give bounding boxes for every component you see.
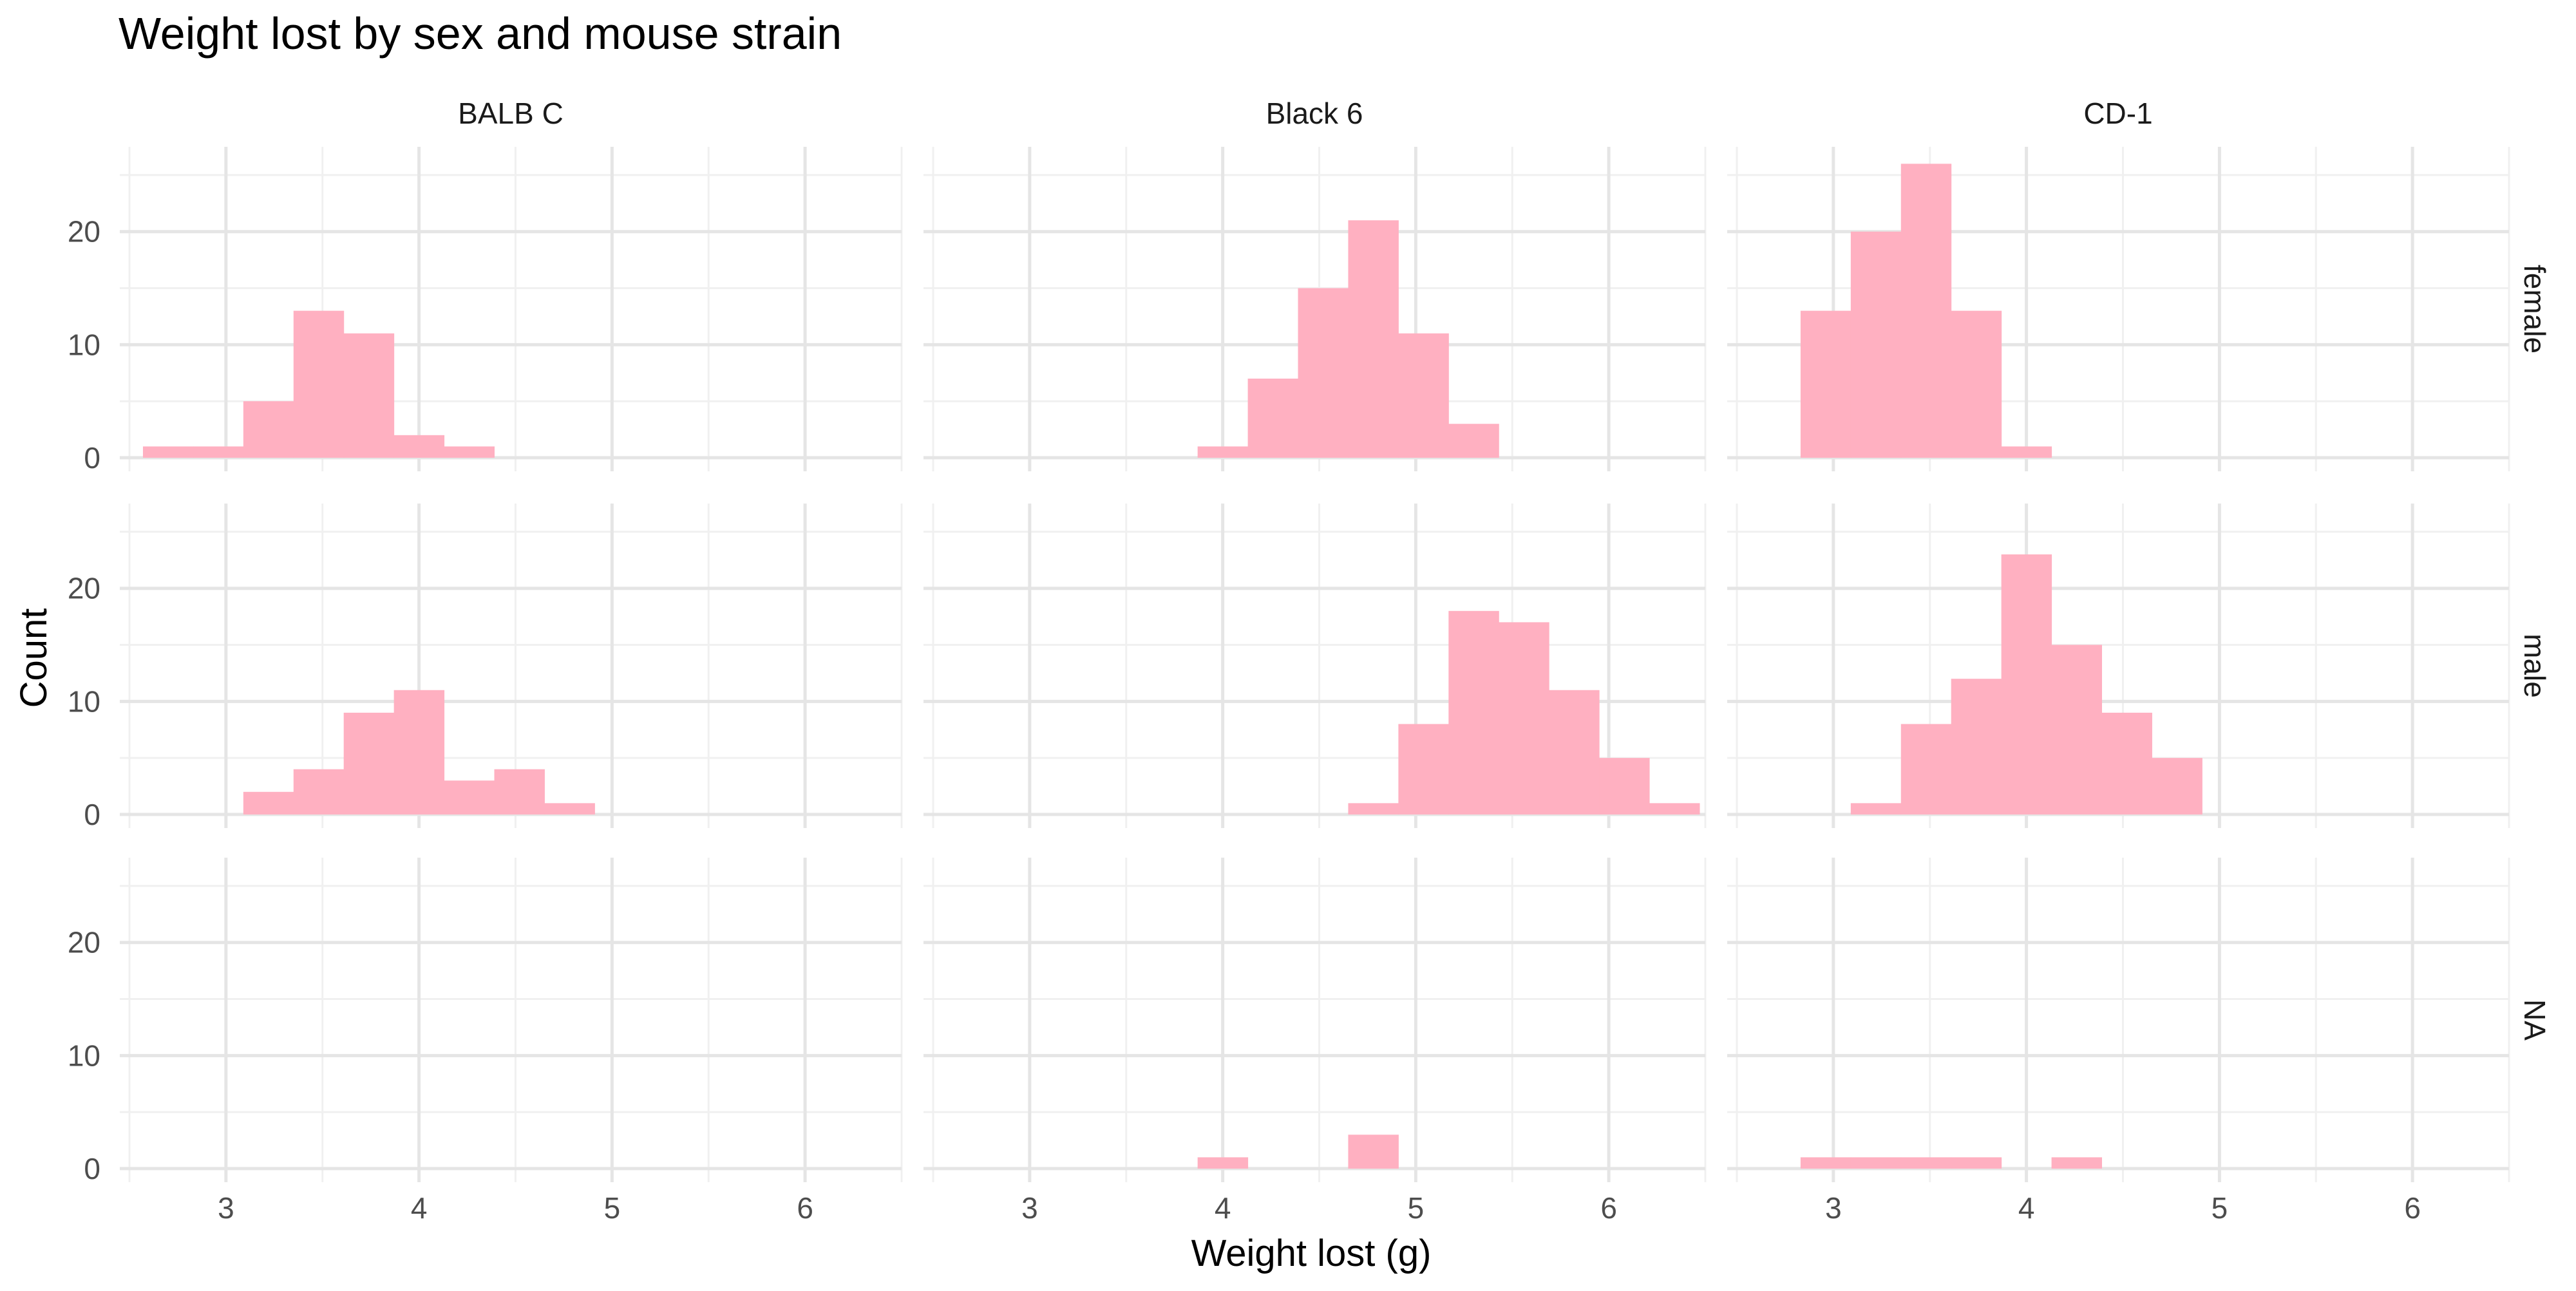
histogram-bar <box>1649 803 1700 815</box>
histogram-bar <box>2001 554 2052 815</box>
histogram-bar <box>2152 758 2202 815</box>
histogram-bar <box>1850 231 1902 458</box>
facet-panel <box>120 858 903 1182</box>
x-tick-label: 4 <box>2018 1191 2035 1225</box>
x-tick-label: 5 <box>1408 1191 1425 1225</box>
histogram-bar <box>1599 758 1650 815</box>
facet-panel <box>120 147 903 471</box>
histogram-bar <box>2051 1157 2103 1169</box>
histogram-bar <box>1348 803 1399 815</box>
histogram-bar <box>1900 1157 1952 1169</box>
histogram-bar <box>444 446 495 458</box>
histogram-bar <box>1448 424 1499 458</box>
y-tick-label: 20 <box>68 926 100 959</box>
facet-panel <box>120 504 903 828</box>
y-tick-label: 0 <box>84 441 100 475</box>
histogram-bar <box>243 791 294 815</box>
histogram-bar <box>1348 1135 1399 1169</box>
histogram-bar <box>1850 1157 1902 1169</box>
y-axis-title: Count <box>13 608 55 708</box>
histogram-bar <box>1800 310 1852 458</box>
y-tick-label: 0 <box>84 1152 100 1185</box>
facet-panel <box>923 147 1707 471</box>
facet-column-label: BALB C <box>458 97 564 130</box>
x-tick-label: 6 <box>1600 1191 1617 1225</box>
histogram-bar <box>1499 622 1549 815</box>
facet-panel <box>1727 858 2510 1182</box>
histogram-bar <box>2101 712 2152 815</box>
x-tick-label: 3 <box>1021 1191 1038 1225</box>
histogram-bar <box>393 690 445 815</box>
chart-title: Weight lost by sex and mouse strain <box>118 8 842 59</box>
histogram-bar <box>1197 1157 1249 1169</box>
histogram-bar <box>1398 724 1449 815</box>
histogram-bar <box>1398 333 1449 458</box>
histogram-bar <box>142 446 194 458</box>
facet-panel <box>1727 504 2510 828</box>
panels-layer: 0 10 20 0 10 20 0 10 20 3 4 5 6 3 4 5 6 3 4 5 6 BALB C Black 6… <box>68 97 2552 1225</box>
histogram-bar <box>343 333 395 458</box>
histogram-bar <box>1900 164 1952 458</box>
facet-panel <box>923 504 1707 828</box>
x-tick-label: 6 <box>2404 1191 2421 1225</box>
histogram-bar <box>193 446 244 458</box>
facet-column-label: CD-1 <box>2083 97 2152 130</box>
histogram-bar <box>1900 724 1952 815</box>
x-tick-label: 5 <box>604 1191 621 1225</box>
y-tick-label: 20 <box>68 572 100 605</box>
histogram-bar <box>293 310 345 458</box>
y-tick-label: 10 <box>68 328 100 361</box>
histogram-bar <box>293 769 345 815</box>
facet-column-label: Black 6 <box>1266 97 1363 130</box>
y-tick-label: 10 <box>68 1039 100 1072</box>
histogram-bar <box>1951 679 2002 815</box>
histogram-bar <box>544 803 595 815</box>
histogram-bar <box>1951 1157 2002 1169</box>
histogram-bar <box>2001 446 2052 458</box>
facet-panel <box>923 858 1707 1182</box>
histogram-bar <box>1197 446 1249 458</box>
histogram-bar <box>1448 610 1499 815</box>
histogram-bar <box>1800 1157 1852 1169</box>
histogram-bar <box>444 780 495 815</box>
x-tick-label: 5 <box>2211 1191 2228 1225</box>
histogram-bar <box>2051 645 2103 815</box>
histogram-bar <box>343 712 395 815</box>
histogram-bar <box>1549 690 1600 815</box>
facet-row-label: female <box>2518 265 2552 353</box>
y-tick-label: 0 <box>84 798 100 831</box>
x-tick-label: 4 <box>411 1191 428 1225</box>
histogram-bar <box>393 435 445 458</box>
facet-row-label: male <box>2518 634 2552 698</box>
y-tick-label: 10 <box>68 684 100 718</box>
y-tick-label: 20 <box>68 215 100 249</box>
histogram-bar <box>1348 220 1399 458</box>
x-tick-label: 4 <box>1215 1191 1231 1225</box>
x-tick-label: 6 <box>797 1191 813 1225</box>
histogram-bar <box>243 401 294 458</box>
x-axis-title: Weight lost (g) <box>1191 1232 1432 1274</box>
x-tick-label: 3 <box>1825 1191 1842 1225</box>
histogram-bar <box>494 769 545 815</box>
histogram-bar <box>1850 803 1902 815</box>
histogram-bar <box>1951 310 2002 458</box>
histogram-bar <box>1298 288 1349 458</box>
histogram-bar <box>1247 379 1299 458</box>
x-tick-label: 3 <box>218 1191 234 1225</box>
facet-row-label: NA <box>2518 999 2552 1041</box>
facet-panel <box>1727 147 2510 471</box>
